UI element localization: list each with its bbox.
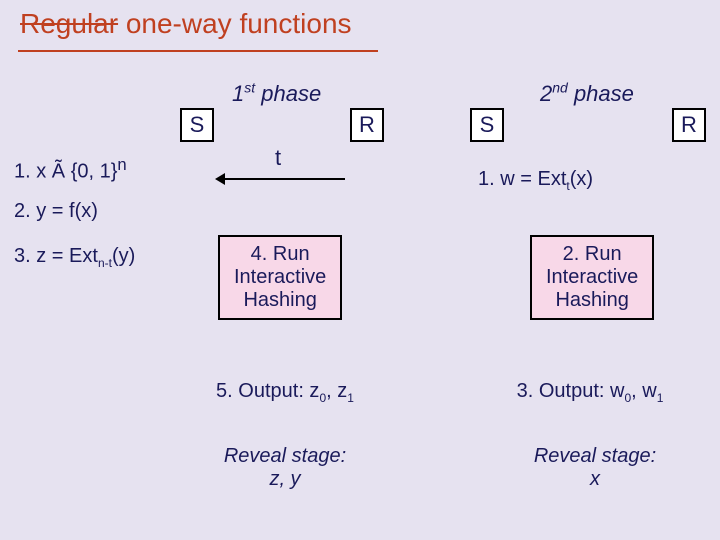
phase2-reveal-l2: x [510, 468, 680, 491]
phase2-output: 3. Output: w0, w1 [480, 380, 700, 405]
phase1-r-box: R [350, 108, 384, 142]
phase1-run-line1: 4. Run [234, 243, 326, 266]
phase1-run-line2: Interactive [234, 266, 326, 289]
title-underline [18, 50, 378, 52]
phase2-run-line2: Interactive [546, 266, 638, 289]
phase2-run-box: 2. Run Interactive Hashing [530, 235, 654, 320]
phase2-step1: 1. w = Extt(x) [478, 168, 593, 193]
phase2-run-line3: Hashing [546, 289, 638, 312]
phase1-label: 1st phase [232, 80, 321, 107]
phase2-reveal-l1: Reveal stage: [510, 445, 680, 468]
phase2-label: 2nd phase [540, 80, 634, 107]
title-rest: one-way functions [118, 8, 351, 39]
phase1-t: t [275, 145, 281, 171]
phase1-output: 5. Output: z0, z1 [180, 380, 390, 405]
phase1-reveal: Reveal stage: z, y [200, 445, 370, 491]
phase1-step1: 1. x Ã {0, 1}n [14, 155, 127, 184]
phase1-run-box: 4. Run Interactive Hashing [218, 235, 342, 320]
phase2-run-line1: 2. Run [546, 243, 638, 266]
phase1-s-box: S [180, 108, 214, 142]
phase1-reveal-l1: Reveal stage: [200, 445, 370, 468]
phase1-step2: 2. y = f(x) [14, 200, 98, 223]
phase1-run-line3: Hashing [234, 289, 326, 312]
page-title: Regular one-way functions [20, 8, 352, 40]
phase1-reveal-l2: z, y [200, 468, 370, 491]
title-struck: Regular [20, 8, 118, 39]
phase2-r-box: R [672, 108, 706, 142]
phase2-s-box: S [470, 108, 504, 142]
phase2-reveal: Reveal stage: x [510, 445, 680, 491]
phase1-arrow [225, 178, 345, 180]
phase1-step3: 3. z = Extn-t(y) [14, 245, 135, 270]
